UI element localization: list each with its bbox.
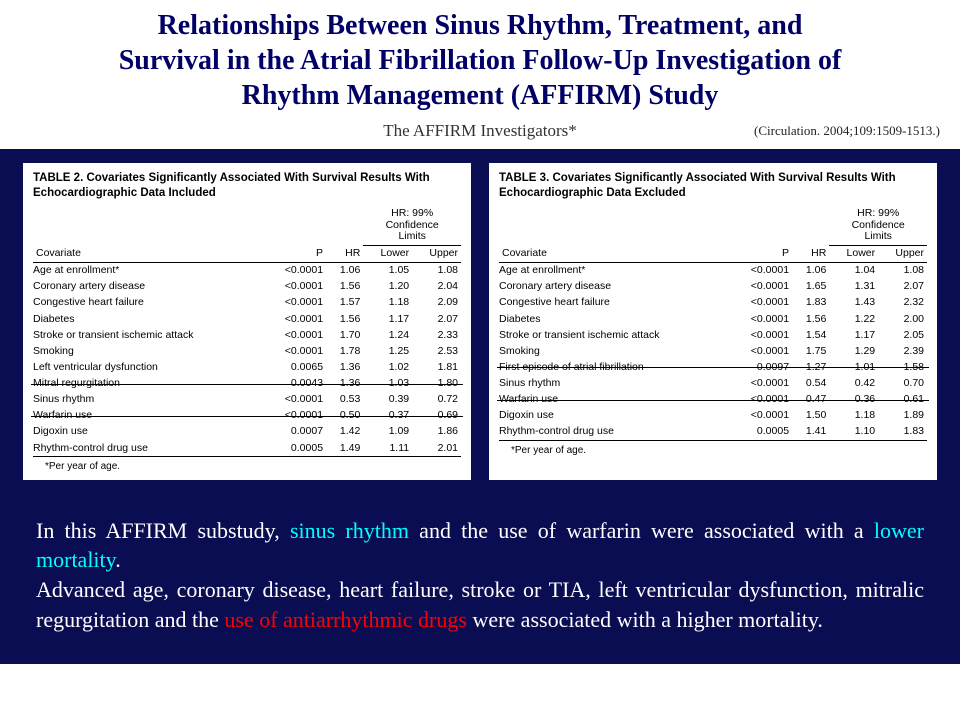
strike-line: [31, 384, 463, 385]
table-3-title: TABLE 3. Covariates Significantly Associ…: [499, 171, 927, 201]
table-row: Sinus rhythm<0.00010.540.420.70: [499, 376, 927, 392]
data-table: HR: 99%ConfidenceLimitsCovariatePHRLower…: [499, 207, 927, 441]
table-row: Coronary artery disease<0.00011.561.202.…: [33, 279, 461, 295]
strike-line: [497, 367, 929, 368]
table-row: Congestive heart failure<0.00011.571.182…: [33, 295, 461, 311]
table-note: *Per year of age.: [499, 441, 927, 458]
table-row: Smoking<0.00011.781.252.53: [33, 343, 461, 359]
citation-label: (Circulation. 2004;109:1509-1513.): [754, 123, 940, 139]
summary-text: .: [115, 547, 121, 572]
table-note: *Per year of age.: [33, 457, 461, 474]
main-title: Relationships Between Sinus Rhythm, Trea…: [20, 8, 940, 113]
table-row: Age at enrollment*<0.00011.061.051.08: [33, 262, 461, 279]
table-row: Congestive heart failure<0.00011.831.432…: [499, 295, 927, 311]
summary-block: In this AFFIRM substudy, sinus rhythm an…: [0, 494, 960, 665]
table-2-title: TABLE 2. Covariates Significantly Associ…: [33, 171, 461, 201]
summary-text: and the use of warfarin were associated …: [409, 518, 874, 543]
summary-highlight-red: use of antiarrhythmic drugs: [224, 607, 467, 632]
title-line-2: Survival in the Atrial Fibrillation Foll…: [119, 45, 842, 76]
header-block: Relationships Between Sinus Rhythm, Trea…: [0, 0, 960, 117]
title-line-1: Relationships Between Sinus Rhythm, Trea…: [158, 10, 803, 41]
summary-text: In this AFFIRM substudy,: [36, 518, 290, 543]
strike-line: [497, 400, 929, 401]
table-row: Rhythm-control drug use0.00051.491.112.0…: [33, 440, 461, 457]
data-table: HR: 99%ConfidenceLimitsCovariatePHRLower…: [33, 207, 461, 457]
table-row: Diabetes<0.00011.561.172.07: [33, 311, 461, 327]
table-2-panel: TABLE 2. Covariates Significantly Associ…: [23, 163, 471, 480]
title-line-3: Rhythm Management (AFFIRM) Study: [242, 80, 719, 111]
summary-paragraph: In this AFFIRM substudy, sinus rhythm an…: [36, 516, 924, 635]
table-row: Sinus rhythm<0.00010.530.390.72: [33, 392, 461, 408]
subtitle-row: The AFFIRM Investigators* (Circulation. …: [0, 117, 960, 149]
table-row: Diabetes<0.00011.561.222.00: [499, 311, 927, 327]
table-row: Coronary artery disease<0.00011.651.312.…: [499, 279, 927, 295]
strike-line: [31, 416, 463, 417]
table-row: Digoxin use0.00071.421.091.86: [33, 424, 461, 440]
tables-band: TABLE 2. Covariates Significantly Associ…: [0, 149, 960, 494]
table-row: Left ventricular dysfunction0.00651.361.…: [33, 359, 461, 375]
summary-text: were associated with a higher mortality.: [467, 607, 823, 632]
table-row: Smoking<0.00011.751.292.39: [499, 343, 927, 359]
summary-highlight-cyan: sinus rhythm: [290, 518, 409, 543]
table-3-panel: TABLE 3. Covariates Significantly Associ…: [489, 163, 937, 480]
table-row: Stroke or transient ischemic attack<0.00…: [499, 327, 927, 343]
table-row: Stroke or transient ischemic attack<0.00…: [33, 327, 461, 343]
table-row: Age at enrollment*<0.00011.061.041.08: [499, 262, 927, 279]
table-row: Rhythm-control drug use0.00051.411.101.8…: [499, 424, 927, 441]
table-row: Digoxin use<0.00011.501.181.89: [499, 408, 927, 424]
